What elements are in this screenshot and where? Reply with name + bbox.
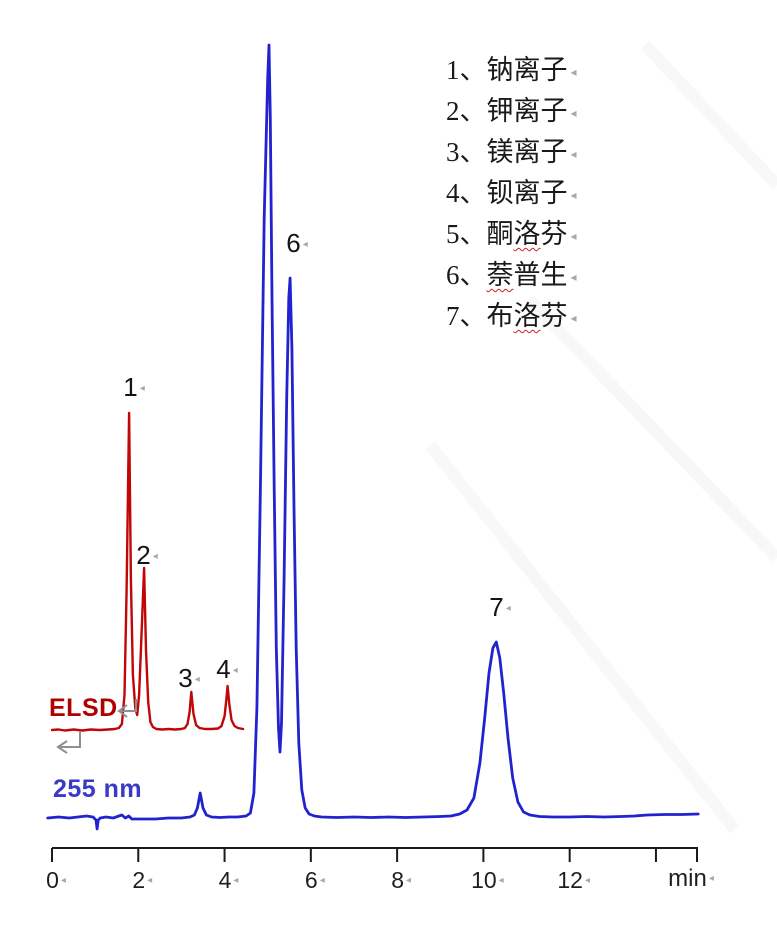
x-axis (51, 847, 698, 862)
x-tick-label-0: 0 ◂ (46, 867, 66, 893)
legend-item-2: 2、钾离子 ◂ (446, 96, 577, 126)
paragraph-mark-icon: ◂ (152, 551, 158, 562)
paragraph-mark-icon: ◂ (232, 665, 238, 676)
x-tick-label-12: 12 ◂ (557, 867, 590, 893)
legend-item-1: 1、钠离子 ◂ (446, 55, 577, 85)
legend-item-3: 3、镁离子 ◂ (446, 137, 577, 167)
paragraph-mark-icon: ◂ (570, 147, 577, 161)
watermark-lines (425, 40, 777, 834)
x-tick-label-6: 6 ◂ (304, 867, 325, 893)
peak-label-6: 6 ◂ (286, 228, 308, 258)
uv-trace-label: 255 nm (53, 775, 143, 803)
legend-item-5: 5、酮洛芬 ◂ (446, 219, 577, 249)
return-arrow-icon (56, 732, 81, 754)
peak-label-1: 1 ◂ (123, 372, 145, 402)
paragraph-mark-icon: ◂ (505, 603, 511, 614)
x-axis-unit-label: min ◂ (668, 865, 714, 892)
paragraph-mark-icon: ◂ (584, 875, 590, 886)
return-arrow-icon (117, 699, 137, 718)
peak-label-4: 4 ◂ (216, 654, 238, 684)
paragraph-mark-icon: ◂ (570, 188, 577, 202)
paragraph-mark-icon: ◂ (570, 65, 577, 79)
paragraph-mark-icon: ◂ (319, 875, 325, 886)
legend-item-6: 6、萘普生 ◂ (446, 260, 577, 290)
paragraph-mark-icon: ◂ (708, 873, 714, 884)
x-tick-label-10: 10 ◂ (471, 867, 504, 893)
paragraph-mark-icon: ◂ (570, 270, 577, 284)
x-tick-label-2: 2 ◂ (132, 867, 153, 893)
paragraph-mark-icon: ◂ (570, 106, 577, 120)
peak-label-3: 3 ◂ (178, 663, 200, 693)
paragraph-mark-icon: ◂ (570, 229, 577, 243)
paragraph-mark-icon: ◂ (233, 875, 239, 886)
x-tick-label-8: 8 ◂ (391, 867, 412, 893)
paragraph-mark-icon: ◂ (139, 383, 145, 394)
elsd-trace-line (50, 411, 245, 732)
peak-label-2: 2 ◂ (136, 540, 158, 570)
paragraph-mark-icon: ◂ (147, 875, 153, 886)
peak-label-7: 7 ◂ (489, 592, 511, 622)
paragraph-mark-icon: ◂ (405, 875, 412, 886)
paragraph-mark-icon: ◂ (498, 875, 504, 886)
x-tick-label-4: 4 ◂ (218, 867, 239, 893)
legend-item-4: 4、钡离子 ◂ (446, 178, 577, 208)
legend-item-7: 7、布洛芬 ◂ (446, 301, 577, 331)
paragraph-mark-icon: ◂ (570, 311, 577, 325)
return-arrow-icons (56, 699, 137, 754)
elsd-trace-label: ELSD (49, 694, 118, 722)
paragraph-mark-icon: ◂ (60, 875, 66, 886)
paragraph-mark-icon: ◂ (194, 674, 200, 685)
paragraph-mark-icon: ◂ (302, 239, 308, 250)
legend: 1、钠离子 ◂ 2、钾离子 ◂ 3、镁离子 ◂ 4、钡离子 ◂ 5、酮洛芬 ◂ 6、萘普生 ◂ 7、布洛… (446, 50, 577, 337)
uv-trace-line (46, 43, 700, 831)
